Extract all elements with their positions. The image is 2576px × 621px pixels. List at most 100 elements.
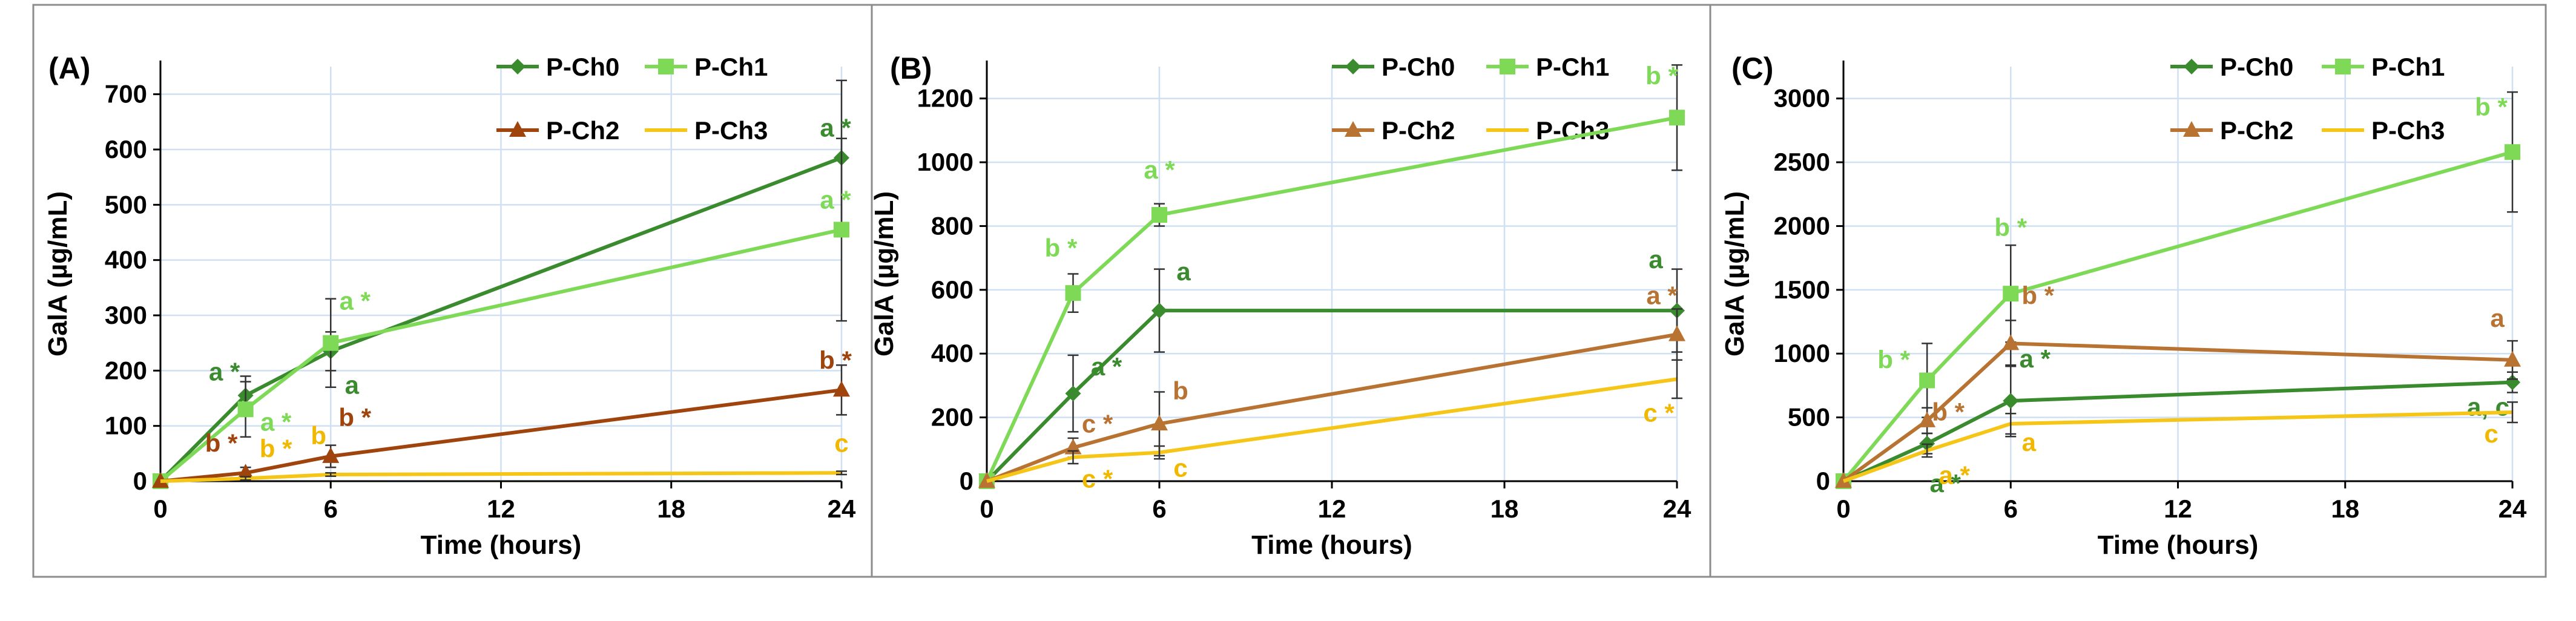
y-tick-label: 0 bbox=[960, 467, 973, 495]
y-tick-label: 2000 bbox=[1774, 211, 1830, 240]
series-line bbox=[986, 332, 1678, 483]
series-p-ch3: c * c c * bbox=[986, 359, 1682, 493]
significance-label: c bbox=[834, 429, 848, 457]
series-p-ch1: a * a * a * bbox=[153, 137, 851, 489]
y-tick-label: 600 bbox=[931, 275, 973, 304]
y-tick-label: 1000 bbox=[917, 148, 973, 176]
legend-entry-p-ch1: P-Ch1 bbox=[1486, 53, 1609, 81]
y-tick-label: 700 bbox=[105, 80, 147, 108]
significance-label: a * bbox=[2020, 344, 2051, 373]
legend-label: P-Ch2 bbox=[546, 116, 619, 145]
x-tick-label: 18 bbox=[2331, 494, 2359, 523]
significance-label: b * bbox=[1877, 345, 1910, 373]
significance-label: a bbox=[1649, 245, 1663, 274]
x-tick-label: 12 bbox=[2164, 494, 2192, 523]
series-line bbox=[985, 309, 1677, 483]
legend-marker bbox=[510, 59, 525, 74]
x-tick-label: 6 bbox=[324, 494, 338, 523]
y-axis-title: GalA (µg/mL) bbox=[43, 191, 73, 356]
significance-label: b bbox=[311, 421, 326, 450]
legend-marker bbox=[1345, 121, 1362, 137]
legend-marker bbox=[2183, 121, 2200, 137]
significance-label: c bbox=[1173, 454, 1187, 482]
legend-label: P-Ch1 bbox=[694, 53, 768, 81]
legend-entry-p-ch2: P-Ch2 bbox=[496, 116, 619, 145]
y-tick-label: 3000 bbox=[1774, 84, 1830, 113]
data-point bbox=[1065, 285, 1081, 301]
data-point bbox=[2504, 350, 2521, 367]
series-p-ch2: b * b * b * bbox=[152, 346, 852, 488]
legend-label: P-Ch0 bbox=[546, 53, 619, 81]
y-tick-label: 100 bbox=[105, 412, 147, 440]
x-tick-label: 0 bbox=[980, 494, 993, 523]
data-point bbox=[323, 335, 339, 351]
data-point bbox=[2002, 334, 2020, 350]
y-tick-label: 300 bbox=[105, 301, 147, 329]
y-tick-label: 800 bbox=[931, 211, 973, 240]
significance-label: b bbox=[1173, 376, 1188, 405]
y-tick-label: 2500 bbox=[1774, 148, 1830, 176]
significance-label: b * bbox=[2021, 281, 2054, 309]
data-point bbox=[833, 381, 850, 397]
y-tick-label: 1200 bbox=[917, 84, 973, 113]
legend-label: P-Ch3 bbox=[1536, 116, 1609, 145]
legend-marker bbox=[1500, 59, 1515, 74]
y-tick-label: 200 bbox=[931, 403, 973, 432]
x-tick-label: 6 bbox=[1152, 494, 1166, 523]
x-axis-title: Time (hours) bbox=[1251, 530, 1412, 560]
panel-label: (B) bbox=[890, 51, 932, 85]
significance-label: b * bbox=[819, 346, 852, 374]
y-tick-label: 500 bbox=[1788, 403, 1830, 432]
series-line bbox=[1842, 380, 2513, 483]
chart-panel-2: 0 6 12 18 24 0 200 400 600 800 1000 1200 Time (hours… bbox=[869, 4, 1711, 578]
data-point bbox=[1151, 207, 1167, 223]
significance-label: a * bbox=[1144, 156, 1175, 184]
significance-label: a bbox=[1176, 257, 1191, 286]
significance-label: a * bbox=[1929, 469, 1961, 498]
legend-label: P-Ch3 bbox=[694, 116, 768, 145]
significance-label: b * bbox=[338, 403, 371, 432]
x-tick-label: 12 bbox=[487, 494, 515, 523]
significance-label: b * bbox=[1932, 398, 1965, 426]
x-tick-label: 6 bbox=[2004, 494, 2018, 523]
significance-label: c bbox=[2484, 419, 2498, 448]
chart-panel-1: 0 6 12 18 24 0 100 200 300 400 500 600 700 Time (hour… bbox=[32, 4, 873, 578]
data-point bbox=[237, 401, 254, 418]
series-line bbox=[1842, 410, 2513, 483]
series-p-ch2: b * b * a bbox=[1835, 281, 2521, 488]
significance-label: a bbox=[2022, 428, 2037, 456]
legend-entry-p-ch1: P-Ch1 bbox=[645, 53, 768, 81]
significance-label: c * bbox=[1082, 410, 1113, 438]
significance-label: a * bbox=[820, 185, 851, 214]
significance-label: c * bbox=[1643, 398, 1675, 427]
data-point bbox=[1919, 372, 1935, 389]
data-point bbox=[1065, 386, 1081, 402]
legend-entry-p-ch0: P-Ch0 bbox=[496, 53, 619, 81]
legend-entry-p-ch2: P-Ch2 bbox=[2170, 116, 2293, 145]
x-tick-label: 12 bbox=[1318, 494, 1346, 523]
x-tick-label: 18 bbox=[1491, 494, 1519, 523]
significance-label: a * bbox=[820, 114, 851, 142]
y-axis-title: GalA (µg/mL) bbox=[869, 191, 899, 356]
legend-entry-p-ch0: P-Ch0 bbox=[2170, 53, 2293, 81]
significance-label: b * bbox=[1045, 234, 1078, 262]
legend-entry-p-ch3: P-Ch3 bbox=[1486, 116, 1609, 145]
data-point bbox=[1151, 415, 1168, 431]
data-point bbox=[322, 447, 340, 463]
y-tick-label: 1500 bbox=[1774, 275, 1830, 304]
legend-marker bbox=[2184, 59, 2199, 74]
chart-panel-3: 0 6 12 18 24 0 500 1000 1500 2000 2500 3000 Time (ho… bbox=[1709, 4, 2547, 578]
significance-label: a * bbox=[260, 407, 292, 436]
legend-marker bbox=[509, 121, 526, 137]
significance-label: a * bbox=[340, 287, 371, 315]
legend-label: P-Ch2 bbox=[2220, 116, 2293, 145]
panel-border bbox=[1709, 4, 2547, 578]
series-p-ch1: b * b * b * bbox=[1836, 91, 2520, 489]
data-point bbox=[1919, 411, 1936, 427]
series-line bbox=[159, 156, 843, 483]
x-axis-title: Time (hours) bbox=[421, 530, 582, 560]
x-axis-title: Time (hours) bbox=[2098, 530, 2259, 560]
legend-marker bbox=[658, 59, 674, 74]
series-line bbox=[1842, 150, 2513, 482]
x-tick-label: 0 bbox=[153, 494, 167, 523]
